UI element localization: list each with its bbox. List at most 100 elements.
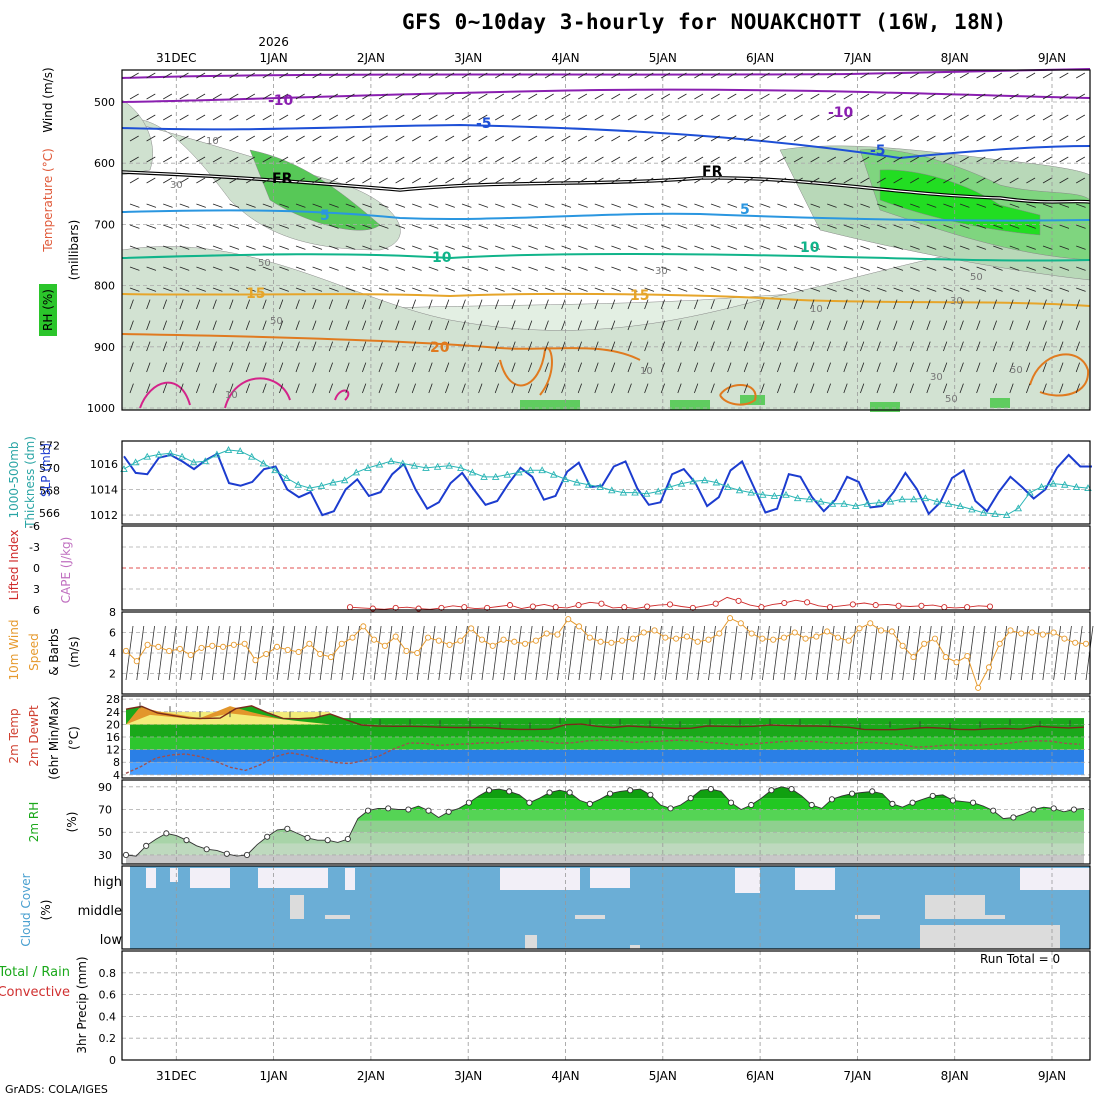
wind-barb [793, 114, 803, 121]
wind-speed-marker [166, 647, 173, 655]
date-label-bottom: 7JAN [843, 1069, 871, 1083]
wind-speed-marker [942, 654, 949, 661]
wind-barb [926, 156, 936, 163]
wind-barb [943, 245, 953, 250]
wind-barb [1042, 72, 1052, 79]
wind-barb [528, 287, 538, 292]
wind-barb [129, 299, 134, 310]
wind-barb [727, 156, 737, 163]
wind-barb [793, 320, 798, 331]
wind-speed-marker [899, 642, 906, 649]
wind-barb [893, 287, 904, 292]
wind-barb [661, 287, 671, 292]
wind-barb [727, 93, 737, 100]
wind-speed-marker [813, 633, 820, 640]
wind-barb [245, 135, 256, 142]
wind-barb [727, 362, 732, 373]
wind-barb [528, 245, 538, 250]
wind-barb [544, 266, 555, 271]
wind-barb [876, 299, 881, 310]
wind-barb [910, 177, 920, 184]
wind-barb [179, 93, 189, 100]
wind-barb [926, 93, 936, 100]
wind-barb [1042, 177, 1052, 184]
temperature-contour-label: -5 [870, 143, 886, 159]
rh-patch [990, 398, 1010, 408]
wind-barb [943, 287, 953, 292]
thickness-marker [851, 502, 860, 510]
wind-barb [179, 135, 189, 142]
wind-barb [743, 320, 748, 331]
wind-barb [212, 72, 222, 79]
wind-barb [494, 299, 499, 310]
wind-barb [976, 203, 987, 208]
wind-barb [827, 93, 837, 100]
thickness-marker [294, 480, 302, 488]
wind-barb [212, 299, 217, 310]
wind-barb [478, 383, 483, 394]
wind-barb [777, 156, 787, 163]
wind-barb [461, 135, 471, 142]
wind-speed-marker [522, 640, 529, 647]
wind-speed-marker [694, 638, 701, 645]
rh-marker [344, 835, 351, 843]
thickness-line [123, 449, 1089, 516]
wind-barb [478, 203, 489, 208]
wind-barb [279, 135, 289, 142]
wind-barb [992, 299, 997, 310]
wind-barb [262, 177, 272, 184]
wind-barb [943, 383, 948, 394]
wind-barb [710, 341, 715, 352]
wind-barb [976, 135, 986, 142]
wind-barb [428, 114, 438, 121]
lifted-index-marker [986, 603, 994, 610]
wind-speed-marker [619, 637, 626, 644]
precip-legend-rain: Total / Rain [0, 965, 70, 980]
wind-speed-marker [834, 634, 841, 641]
precip-tick: 0.6 [99, 989, 117, 1002]
wind-barb [129, 245, 140, 250]
wind-barb [760, 72, 770, 79]
wind-barb [744, 93, 754, 100]
rh-marker [990, 807, 997, 814]
wind-barb [129, 114, 139, 121]
wind-speed-marker [1007, 627, 1014, 634]
wind-barb [760, 93, 770, 100]
wind-barb [461, 114, 471, 121]
wind-barb [179, 299, 184, 310]
wind-barb [1075, 299, 1080, 310]
wind-barb [229, 245, 240, 250]
cloud-clear-patch [345, 868, 355, 890]
temperature-contour-label: FR [702, 164, 723, 180]
wind-barb [661, 135, 671, 142]
wind-barb [445, 320, 450, 331]
wind-barb [926, 299, 931, 310]
wind-barb [461, 93, 471, 100]
wind-barb [179, 203, 190, 208]
wind-barb [910, 72, 920, 79]
lifted-index-tick: -3 [29, 541, 40, 554]
wind-barb [312, 156, 322, 163]
wind-barb [611, 299, 616, 310]
wind-barb-10m [201, 625, 209, 681]
wind-barb [893, 224, 904, 229]
wind-barb [611, 203, 621, 208]
wind-barb [528, 383, 533, 394]
wind-barb [876, 93, 886, 100]
wind-barb [926, 245, 937, 250]
wind-speed-marker [640, 629, 647, 636]
wind-barb [295, 362, 300, 373]
wind-barb [876, 177, 886, 184]
wind-barb [611, 362, 616, 373]
wind-barb [710, 224, 721, 229]
wind-barb [262, 72, 272, 79]
wind-barb [976, 341, 981, 352]
wind-barb [793, 287, 804, 292]
slp-tick: 1012 [90, 509, 118, 522]
wind-barb [1075, 135, 1086, 142]
wind-barb [378, 320, 383, 331]
wind-barb [229, 203, 240, 208]
cloud-clear-patch [630, 945, 640, 949]
wind-barb-10m [265, 625, 274, 681]
